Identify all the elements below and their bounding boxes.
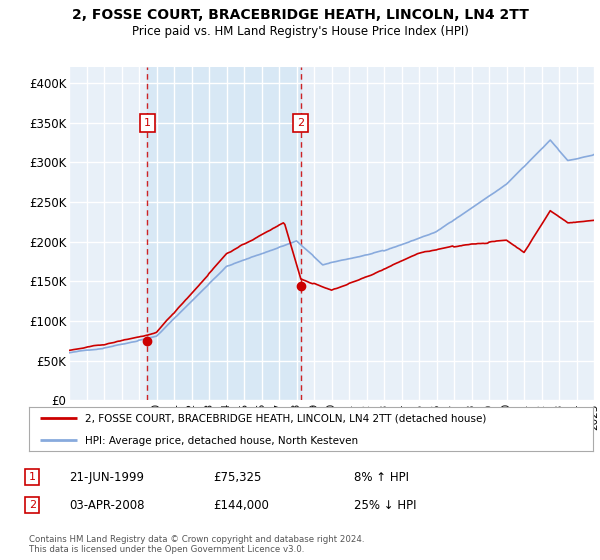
Text: Contains HM Land Registry data © Crown copyright and database right 2024.
This d: Contains HM Land Registry data © Crown c… [29, 535, 364, 554]
Text: 8% ↑ HPI: 8% ↑ HPI [354, 470, 409, 484]
Bar [147, 67, 301, 400]
Text: 1: 1 [144, 118, 151, 128]
Text: 2, FOSSE COURT, BRACEBRIDGE HEATH, LINCOLN, LN4 2TT (detached house): 2, FOSSE COURT, BRACEBRIDGE HEATH, LINCO… [85, 414, 487, 424]
Text: 21-JUN-1999: 21-JUN-1999 [69, 470, 144, 484]
Text: £144,000: £144,000 [213, 498, 269, 512]
Text: 25% ↓ HPI: 25% ↓ HPI [354, 498, 416, 512]
Text: 03-APR-2008: 03-APR-2008 [69, 498, 145, 512]
Text: 2: 2 [29, 500, 36, 510]
Text: £75,325: £75,325 [213, 470, 262, 484]
Text: Price paid vs. HM Land Registry's House Price Index (HPI): Price paid vs. HM Land Registry's House … [131, 25, 469, 38]
Text: 1: 1 [29, 472, 36, 482]
Text: HPI: Average price, detached house, North Kesteven: HPI: Average price, detached house, Nort… [85, 436, 358, 446]
Text: 2, FOSSE COURT, BRACEBRIDGE HEATH, LINCOLN, LN4 2TT: 2, FOSSE COURT, BRACEBRIDGE HEATH, LINCO… [71, 8, 529, 22]
Text: 2: 2 [298, 118, 304, 128]
